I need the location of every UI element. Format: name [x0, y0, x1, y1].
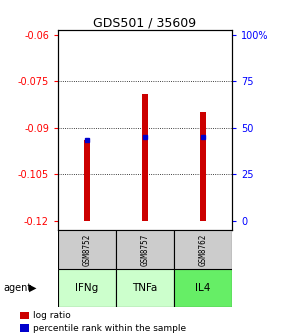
- Text: percentile rank within the sample: percentile rank within the sample: [33, 324, 186, 333]
- Bar: [174, 269, 232, 307]
- Text: agent: agent: [3, 283, 31, 293]
- Bar: [84, 140, 90, 221]
- Text: IL4: IL4: [195, 283, 211, 293]
- Text: GSM8762: GSM8762: [198, 233, 208, 266]
- Text: IFNg: IFNg: [75, 283, 99, 293]
- Bar: [116, 269, 174, 307]
- Text: ▶: ▶: [29, 283, 37, 293]
- Bar: [174, 230, 232, 269]
- Bar: [58, 230, 116, 269]
- Text: GSM8752: GSM8752: [82, 233, 92, 266]
- Bar: [20, 325, 29, 332]
- Bar: [200, 112, 206, 221]
- Text: GSM8757: GSM8757: [140, 233, 150, 266]
- Bar: [58, 269, 116, 307]
- Title: GDS501 / 35609: GDS501 / 35609: [93, 16, 197, 29]
- Bar: [142, 94, 148, 221]
- Text: log ratio: log ratio: [33, 311, 71, 320]
- Bar: [20, 312, 29, 319]
- Text: TNFa: TNFa: [132, 283, 158, 293]
- Bar: [116, 230, 174, 269]
